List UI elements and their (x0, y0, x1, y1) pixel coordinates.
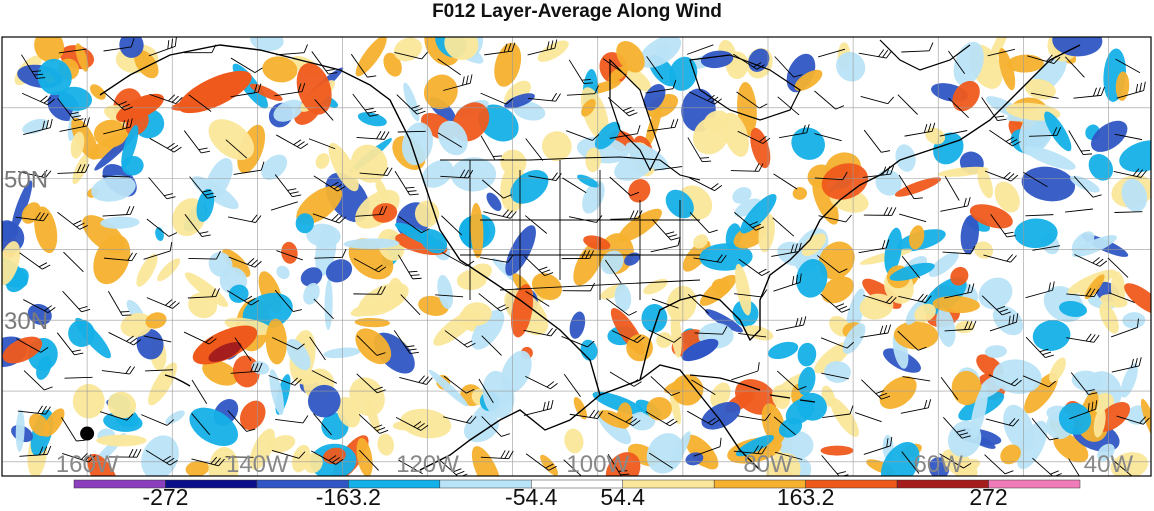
lon-label-160w: 160W (56, 451, 119, 478)
lat-label-30n: 30N (4, 308, 48, 335)
lon-label-40w: 40W (1084, 451, 1134, 478)
colorbar-segment (988, 479, 1081, 489)
map-title: F012 Layer-Average Along Wind (432, 1, 722, 22)
colorbar-tick-label: 272 (969, 484, 1008, 510)
lon-label-100w: 100W (566, 451, 629, 478)
lat-label-50n: 50N (4, 167, 48, 194)
lon-label-60w: 60W (914, 451, 964, 478)
coastlines-and-borders (99, 39, 1081, 471)
colorbar-tick-labels: -272 -163.2 -54.4 54.4 163.2 272 (0, 484, 1154, 511)
colorbar-tick-label: 163.2 (776, 484, 835, 510)
lon-label-80w: 80W (743, 451, 793, 478)
station-dot (80, 426, 95, 441)
colorbar-tick-label: -54.4 (505, 484, 558, 510)
contour-fill-layer (2, 37, 1151, 476)
colorbar (73, 479, 1081, 489)
map-frame (1, 36, 1152, 477)
lon-label-120w: 120W (396, 451, 459, 478)
colorbar-tick-label: -163.2 (315, 484, 381, 510)
colorbar-tick-label: -272 (142, 484, 189, 510)
wind-barbs (15, 37, 1150, 476)
lon-label-140w: 140W (226, 451, 289, 478)
colorbar-tick-label: 54.4 (600, 484, 646, 510)
